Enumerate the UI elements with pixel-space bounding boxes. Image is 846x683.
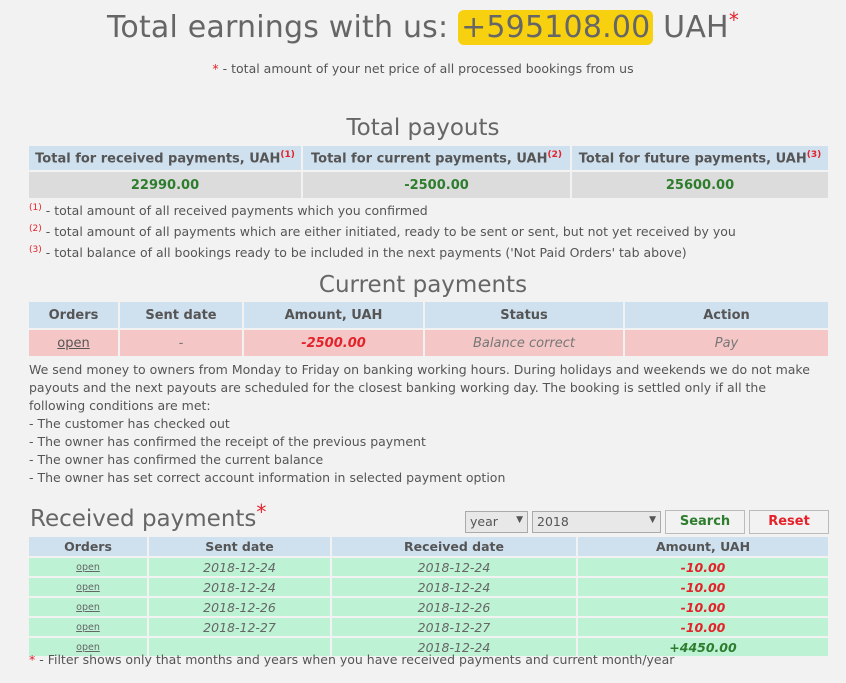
earnings-note-asterisk: * — [212, 61, 219, 76]
sent-date-cell: 2018-12-26 — [149, 598, 330, 616]
current-header-action: Action — [625, 302, 828, 328]
open-order-link[interactable]: open — [29, 638, 147, 656]
open-order-link[interactable]: open — [29, 330, 118, 356]
footnote-1: (1) - total amount of all received payme… — [29, 203, 428, 219]
footnote-2: (2) - total amount of all payments which… — [29, 224, 736, 240]
current-payment-row: open - -2500.00 Balance correct Pay — [29, 330, 828, 356]
received-date-cell: 2018-12-27 — [332, 618, 576, 636]
sent-date-cell: 2018-12-24 — [149, 578, 330, 596]
received-header-orders: Orders — [29, 537, 147, 556]
chevron-down-icon: ▼ — [516, 515, 523, 525]
table-row: open 2018-12-24 +4450.00 — [29, 638, 828, 656]
sent-date-cell — [149, 638, 330, 656]
current-amount: -2500.00 — [244, 330, 423, 356]
chevron-down-icon: ▼ — [649, 515, 656, 525]
received-date-cell: 2018-12-24 — [332, 578, 576, 596]
earnings-amount: +595108.00 — [458, 10, 654, 45]
table-row: open 2018-12-27 2018-12-27 -10.00 — [29, 618, 828, 636]
current-sent-date: - — [120, 330, 242, 356]
total-payouts-title: Total payouts — [346, 115, 500, 141]
received-date-cell: 2018-12-24 — [332, 558, 576, 576]
current-header-amount: Amount, UAH — [244, 302, 423, 328]
current-header-status: Status — [425, 302, 623, 328]
filter-note-text: - Filter shows only that months and year… — [35, 652, 675, 667]
earnings-note: * - total amount of your net price of al… — [0, 61, 846, 76]
table-row: open 2018-12-26 2018-12-26 -10.00 — [29, 598, 828, 616]
open-order-link[interactable]: open — [29, 578, 147, 596]
info-condition-2: - The owner has confirmed the receipt of… — [29, 434, 426, 449]
info-condition-3: - The owner has confirmed the current ba… — [29, 452, 324, 467]
payouts-footnotes: (1) - total amount of all received payme… — [29, 199, 736, 262]
amount-cell: -10.00 — [578, 598, 828, 616]
current-payments-table: Orders Sent date Amount, UAH Status Acti… — [27, 300, 830, 358]
received-header-amount: Amount, UAH — [578, 537, 828, 556]
filter-note: * - Filter shows only that months and ye… — [29, 652, 674, 667]
received-date-cell: 2018-12-24 — [332, 638, 576, 656]
payouts-header-current: Total for current payments, UAH(2) — [303, 146, 570, 170]
amount-cell: +4450.00 — [578, 638, 828, 656]
info-condition-4: - The owner has set correct account info… — [29, 470, 506, 485]
received-payments-table: Orders Sent date Received date Amount, U… — [27, 535, 830, 658]
total-payouts-table: Total for received payments, UAH(1) Tota… — [27, 144, 830, 200]
current-status: Balance correct — [425, 330, 623, 356]
current-header-orders: Orders — [29, 302, 118, 328]
payouts-header-future: Total for future payments, UAH(3) — [572, 146, 828, 170]
info-condition-1: - The customer has checked out — [29, 416, 230, 431]
received-payments-title: Received payments* — [30, 500, 267, 532]
table-row: open 2018-12-24 2018-12-24 -10.00 — [29, 558, 828, 576]
payouts-value-received: 22990.00 — [29, 172, 301, 198]
payment-conditions-info: We send money to owners from Monday to F… — [29, 361, 819, 487]
earnings-prefix: Total earnings with us: — [106, 10, 459, 45]
payouts-value-future: 25600.00 — [572, 172, 828, 198]
current-payments-title: Current payments — [318, 272, 528, 298]
received-asterisk: * — [256, 500, 267, 524]
reset-filter-button[interactable]: Reset filter — [749, 510, 829, 551]
amount-cell: -10.00 — [578, 578, 828, 596]
info-paragraph: We send money to owners from Monday to F… — [29, 362, 810, 413]
search-button[interactable]: Search — [665, 510, 745, 534]
sent-date-cell: 2018-12-27 — [149, 618, 330, 636]
earnings-note-text: - total amount of your net price of all … — [218, 61, 634, 76]
open-order-link[interactable]: open — [29, 558, 147, 576]
open-order-link[interactable]: open — [29, 618, 147, 636]
earnings-asterisk: * — [728, 8, 740, 32]
payouts-value-current: -2500.00 — [303, 172, 570, 198]
earnings-currency: UAH — [653, 10, 729, 45]
table-row: open 2018-12-24 2018-12-24 -10.00 — [29, 578, 828, 596]
year-select[interactable]: 2018 ▼ — [532, 511, 661, 533]
pay-action[interactable]: Pay — [625, 330, 828, 356]
current-header-sent: Sent date — [120, 302, 242, 328]
open-order-link[interactable]: open — [29, 598, 147, 616]
total-earnings-heading: Total earnings with us: +595108.00 UAH* — [0, 8, 846, 45]
received-date-cell: 2018-12-26 — [332, 598, 576, 616]
received-header-received: Received date — [332, 537, 576, 556]
period-select[interactable]: year ▼ — [465, 511, 528, 533]
sent-date-cell: 2018-12-24 — [149, 558, 330, 576]
amount-cell: -10.00 — [578, 558, 828, 576]
footnote-3: (3) - total balance of all bookings read… — [29, 245, 687, 261]
filter-note-asterisk: * — [29, 652, 36, 667]
received-header-sent: Sent date — [149, 537, 330, 556]
amount-cell: -10.00 — [578, 618, 828, 636]
payouts-header-received: Total for received payments, UAH(1) — [29, 146, 301, 170]
